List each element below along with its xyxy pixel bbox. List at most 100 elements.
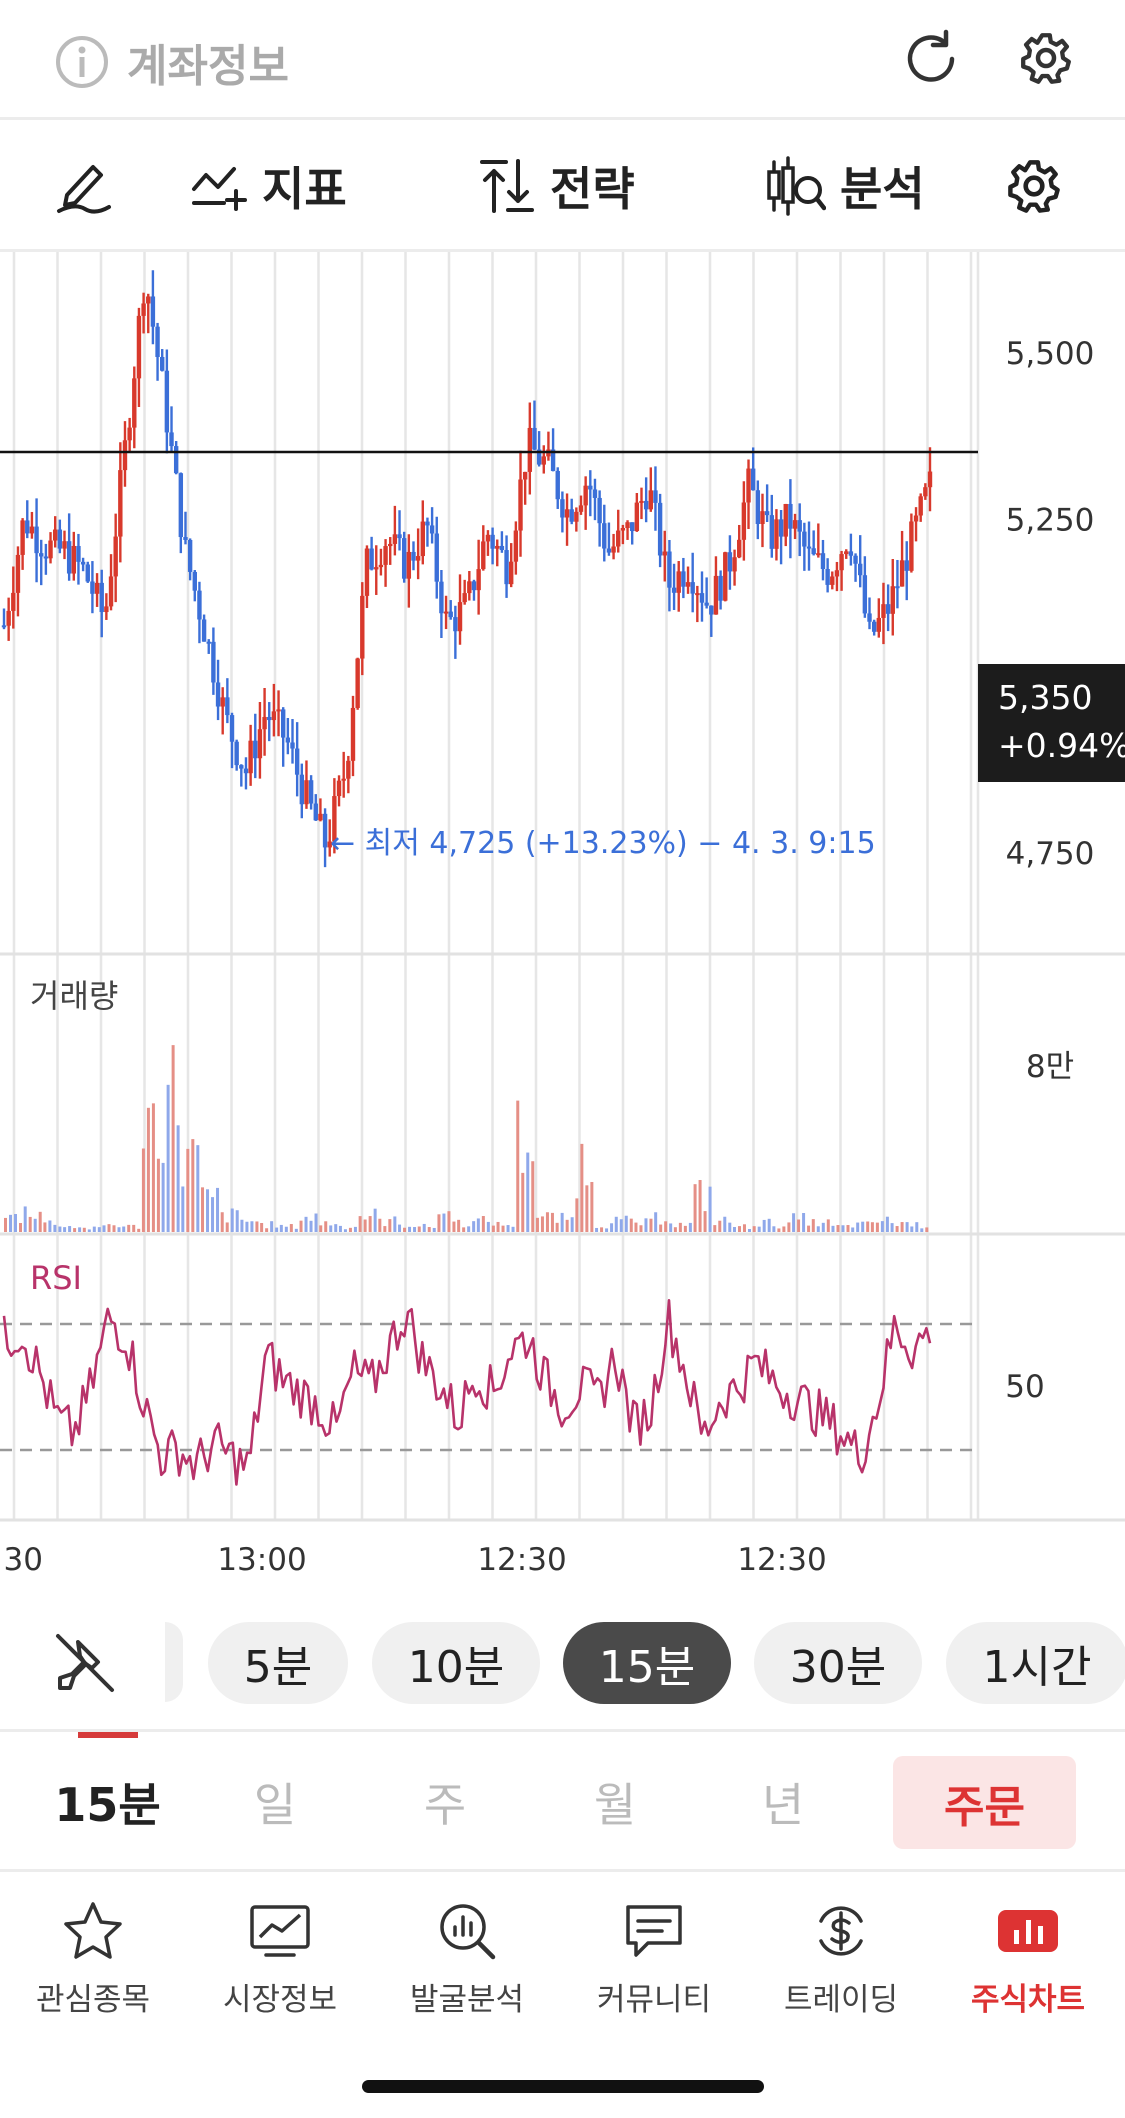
volume-bar bbox=[398, 1224, 402, 1232]
tab-year[interactable]: 년 bbox=[761, 1778, 805, 1832]
candle-body bbox=[709, 605, 714, 615]
volume-bar bbox=[97, 1227, 101, 1232]
candle-body bbox=[648, 490, 654, 510]
volume-bar bbox=[82, 1227, 86, 1232]
volume-bar bbox=[92, 1226, 96, 1232]
price-axis-tick: 5,500 bbox=[1006, 336, 1095, 372]
interval-pill[interactable]: 1시간 bbox=[946, 1622, 1125, 1704]
volume-bar bbox=[28, 1216, 32, 1232]
tab-day[interactable]: 일 bbox=[253, 1778, 297, 1832]
candle-body bbox=[392, 534, 398, 544]
interval-pill[interactable]: 15분 bbox=[563, 1622, 731, 1704]
volume-bar bbox=[560, 1212, 564, 1232]
volume-bar bbox=[334, 1224, 338, 1232]
order-button[interactable]: 주문 bbox=[893, 1756, 1076, 1849]
info-icon bbox=[56, 36, 108, 88]
candle-body bbox=[490, 534, 495, 549]
volume-bar bbox=[68, 1226, 72, 1232]
candle-body bbox=[169, 432, 174, 447]
current-price-flag: 5,350 +0.94% bbox=[978, 664, 1125, 782]
candle-body bbox=[383, 546, 388, 565]
candle-body bbox=[108, 576, 114, 607]
tab-month[interactable]: 월 bbox=[593, 1778, 637, 1832]
volume-bar bbox=[486, 1221, 490, 1232]
time-axis-tick: 12:30 bbox=[477, 1542, 566, 1578]
indicators-label: 지표 bbox=[262, 162, 347, 216]
candle-body bbox=[778, 519, 784, 537]
volume-bar bbox=[713, 1225, 717, 1232]
candle-body bbox=[485, 534, 491, 542]
nav-community[interactable]: 커뮤니티 bbox=[574, 1896, 734, 2019]
analysis-button[interactable]: 분석 bbox=[766, 120, 925, 252]
nav-chart-label: 주식차트 bbox=[970, 1982, 1086, 2018]
candle-body bbox=[862, 575, 868, 614]
nav-watchlist[interactable]: 관심종목 bbox=[13, 1896, 173, 2019]
volume-bar bbox=[343, 1229, 347, 1232]
drawing-tool-button[interactable] bbox=[55, 120, 113, 252]
chart-settings-button[interactable] bbox=[1005, 120, 1063, 252]
candle-body bbox=[66, 541, 72, 574]
candle-body bbox=[839, 554, 844, 571]
volume-bar bbox=[245, 1221, 249, 1232]
tab-week[interactable]: 주 bbox=[423, 1778, 467, 1832]
volume-bar bbox=[53, 1224, 57, 1232]
candle-body bbox=[136, 315, 142, 379]
volume-bar bbox=[373, 1208, 377, 1232]
volume-bar bbox=[161, 1162, 165, 1232]
refresh-icon[interactable] bbox=[900, 28, 962, 90]
account-info-button[interactable]: 계좌정보 bbox=[55, 30, 289, 94]
volume-bar bbox=[634, 1222, 638, 1232]
candle-body bbox=[52, 529, 58, 541]
volume-bar bbox=[920, 1228, 924, 1232]
nav-discover[interactable]: 발굴분석 bbox=[387, 1896, 547, 2019]
candle-body bbox=[830, 576, 835, 585]
analysis-label: 분석 bbox=[840, 162, 925, 216]
volume-bar bbox=[811, 1219, 815, 1232]
volume-bar bbox=[595, 1227, 599, 1232]
candle-body bbox=[527, 427, 533, 472]
candle-body bbox=[471, 581, 477, 591]
tab-15min[interactable]: 15분 bbox=[54, 1778, 161, 1832]
volume-bar bbox=[861, 1221, 865, 1232]
interval-pill[interactable]: 30분 bbox=[754, 1622, 922, 1704]
volume-bar bbox=[605, 1228, 609, 1232]
strategy-button[interactable]: 전략 bbox=[478, 120, 635, 252]
candle-body bbox=[769, 515, 774, 549]
volume-bar bbox=[797, 1219, 801, 1232]
candle-body bbox=[336, 780, 342, 797]
interval-pill[interactable]: 10분 bbox=[372, 1622, 540, 1704]
settings-icon[interactable] bbox=[1018, 30, 1074, 86]
volume-bar bbox=[550, 1212, 554, 1232]
candle-body bbox=[918, 496, 923, 516]
candle-body bbox=[699, 593, 705, 603]
volume-bar bbox=[757, 1226, 761, 1232]
volume-bar bbox=[442, 1213, 446, 1232]
nav-chart[interactable]: 주식차트 bbox=[948, 1896, 1108, 2019]
pill-scroll-edge bbox=[165, 1622, 183, 1702]
volume-bar bbox=[235, 1210, 239, 1232]
candle-body bbox=[834, 570, 840, 577]
volume-bar bbox=[526, 1152, 530, 1232]
volume-bar bbox=[875, 1222, 879, 1232]
candle-body bbox=[713, 575, 719, 615]
interval-pill[interactable]: 5분 bbox=[208, 1622, 348, 1704]
volume-bar bbox=[762, 1219, 766, 1232]
volume-bar bbox=[275, 1227, 279, 1232]
low-price-annotation: ← 최저 4,725 (+13.23%) − 4. 3. 9:15 bbox=[330, 826, 876, 861]
candle-body bbox=[737, 539, 742, 558]
nav-trading[interactable]: 트레이딩 bbox=[761, 1896, 921, 2019]
candle-body bbox=[820, 553, 826, 570]
candle-body bbox=[294, 748, 300, 775]
nav-market[interactable]: 시장정보 bbox=[200, 1896, 360, 2019]
candle-body bbox=[727, 552, 733, 572]
volume-bar bbox=[211, 1197, 215, 1232]
pin-off-icon[interactable] bbox=[50, 1628, 120, 1698]
nav-discover-label: 발굴분석 bbox=[409, 1982, 525, 2018]
volume-bar bbox=[196, 1145, 200, 1232]
candle-body bbox=[160, 356, 165, 371]
indicators-button[interactable]: 지표 bbox=[190, 120, 347, 252]
candle-body bbox=[285, 737, 291, 743]
candle-body bbox=[434, 533, 439, 582]
